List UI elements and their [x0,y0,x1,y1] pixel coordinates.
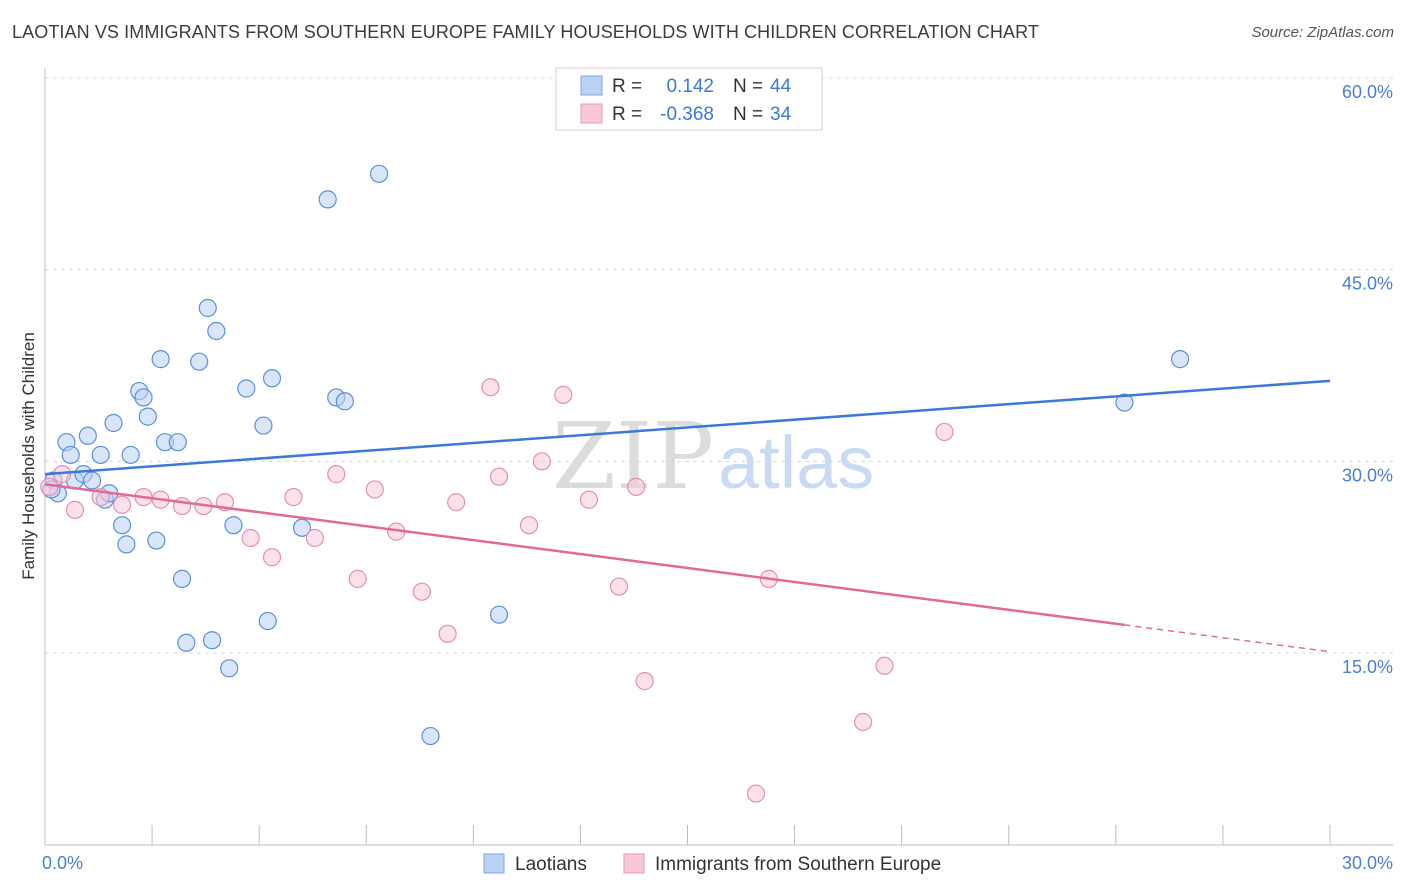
southern-europe-point [481,378,500,397]
x-tick-label-min: 0.0% [42,853,83,873]
laotians-point [172,569,192,588]
watermark-atlas: atlas [718,421,874,504]
laotians-point [224,516,243,535]
trend-lines [44,379,1331,653]
southern-europe-point [172,496,192,516]
southern-europe-point [532,452,551,471]
bottom-legend-swatch-laotians [483,853,505,874]
southern-europe-point [609,577,629,596]
legend-r-value-blue: 0.142 [666,76,714,97]
southern-europe-trend-extension [1124,624,1331,653]
laotians-point [91,445,110,465]
laotians-point [78,426,97,445]
southern-europe-point [348,569,367,588]
laotians-point [198,298,217,318]
southern-europe-point [305,528,324,548]
bottom-legend-laotians: Laotians [515,854,587,875]
southern-europe-point [365,480,384,499]
laotians-point [220,659,239,678]
laotians-point [1170,350,1190,369]
laotians-point [151,350,170,369]
series-southern-europe [40,378,954,803]
southern-europe-point [65,500,85,519]
laotians-point [318,190,337,209]
southern-europe-point [554,385,573,404]
laotians-point [292,518,312,537]
tick-labels: 15.0% 30.0% 45.0% 60.0% 0.0% 30.0% [42,82,1393,873]
laotians-point [61,445,80,465]
southern-europe-point [489,467,509,486]
laotians-point [138,407,157,426]
laotians-point [254,416,273,435]
legend-swatch-pink [580,103,603,124]
laotians-point [134,388,153,407]
legend-r-label-pink: R = [612,104,642,125]
chart-title: LAOTIAN VS IMMIGRANTS FROM SOUTHERN EURO… [12,22,1039,42]
laotians-point [1115,393,1134,412]
laotians-point [117,535,136,554]
bottom-legend-swatch-southern-europe [623,853,645,874]
southern-europe-point [241,528,260,548]
laotians-point [258,611,277,631]
southern-europe-point [626,477,646,496]
legend-n-value-blue: 44 [770,76,792,97]
southern-europe-point [262,548,282,567]
laotians-point [207,321,226,341]
laotians-point [83,471,102,490]
southern-europe-point [854,712,873,732]
legend-n-label-blue: N = [733,76,763,97]
laotians-point [202,631,222,650]
legend-r-label-blue: R = [612,76,642,97]
legend-swatch-blue [580,75,603,96]
bottom-legend-southern-europe: Immigrants from Southern Europe [655,854,941,875]
laotians-point [335,392,354,411]
southern-europe-point [447,493,466,512]
southern-europe-point [875,656,894,675]
legend-n-value-pink: 34 [770,104,792,125]
source-label: Source: ZipAtlas.com [1251,24,1394,41]
correlation-legend: R = 0.142 N = 44 R = -0.368 N = 34 [555,67,823,131]
laotians-point [121,445,140,465]
y-tick-label: 60.0% [1342,82,1393,102]
axes [44,68,1393,846]
southern-europe-point [412,582,432,601]
southern-europe-point [935,422,954,442]
legend-n-label-pink: N = [733,104,763,125]
x-tick-label-max: 30.0% [1342,853,1393,873]
laotians-point [168,433,187,452]
laotians-point [262,369,282,388]
southern-europe-point [746,784,766,803]
southern-europe-point [438,624,457,643]
series-legend: Laotians Immigrants from Southern Europe [483,853,941,875]
laotians-point [370,164,389,183]
legend-r-value-pink: -0.368 [660,104,714,125]
laotians-point [177,633,196,652]
y-tick-label: 30.0% [1342,465,1393,485]
laotians-point [237,379,256,398]
laotians-point [147,531,166,550]
laotians-point [421,726,440,746]
laotians-point [489,605,509,624]
laotians-trend-line [44,379,1331,476]
y-tick-label: 15.0% [1342,657,1393,677]
southern-europe-point [112,495,132,514]
y-axis-label: Family Households with Children [19,332,38,580]
southern-europe-point [635,672,654,691]
southern-europe-point [284,488,303,507]
grid-lines [45,77,1393,654]
laotians-point [190,352,209,371]
y-tick-label: 45.0% [1342,274,1393,294]
southern-europe-trend-line [44,483,1125,627]
southern-europe-point [519,516,539,535]
laotians-point [104,413,123,433]
laotians-point [112,516,132,535]
southern-europe-point [579,490,599,509]
southern-europe-point [327,465,346,484]
